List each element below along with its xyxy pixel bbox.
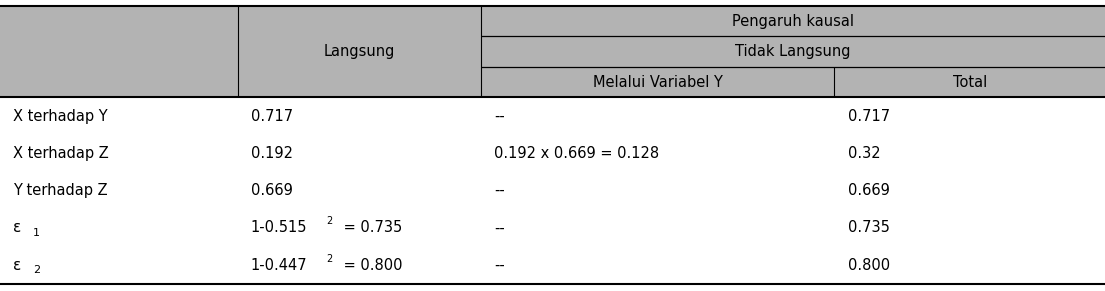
Text: 0.192 x 0.669 = 0.128: 0.192 x 0.669 = 0.128 [494, 146, 659, 161]
Text: Y terhadap Z: Y terhadap Z [13, 183, 108, 198]
Text: ε: ε [13, 258, 21, 273]
Bar [481, 36, 1105, 67]
Text: = 0.800: = 0.800 [339, 258, 402, 273]
Text: Melalui Variabel Y: Melalui Variabel Y [592, 75, 723, 90]
Text: 0.669: 0.669 [848, 183, 890, 198]
Text: Tidak Langsung: Tidak Langsung [735, 44, 851, 59]
Bar [0, 97, 1105, 135]
Text: = 0.735: = 0.735 [339, 220, 402, 235]
Text: --: -- [494, 258, 505, 273]
Text: 1-0.447: 1-0.447 [251, 258, 307, 273]
Bar [0, 246, 1105, 284]
Text: 0.735: 0.735 [848, 220, 890, 235]
Text: 1: 1 [33, 228, 40, 238]
Text: Total: Total [953, 75, 987, 90]
Text: Langsung: Langsung [324, 44, 394, 59]
Text: 1-0.515: 1-0.515 [251, 220, 307, 235]
Text: X terhadap Z: X terhadap Z [13, 146, 109, 161]
Text: --: -- [494, 220, 505, 235]
Text: 2: 2 [326, 217, 333, 226]
Text: X terhadap Y: X terhadap Y [13, 109, 108, 124]
Bar [0, 172, 1105, 209]
Bar [0, 6, 238, 97]
Bar [0, 209, 1105, 246]
Text: 2: 2 [326, 254, 333, 264]
Text: --: -- [494, 109, 505, 124]
Bar [481, 6, 1105, 36]
Text: 0.717: 0.717 [848, 109, 890, 124]
Bar [834, 67, 1105, 97]
Text: ε: ε [13, 220, 21, 235]
Text: 0.669: 0.669 [251, 183, 293, 198]
Bar [238, 6, 481, 97]
Text: 0.192: 0.192 [251, 146, 293, 161]
Bar [481, 67, 834, 97]
Bar [0, 135, 1105, 172]
Text: Pengaruh kausal: Pengaruh kausal [732, 14, 854, 29]
Text: 2: 2 [33, 265, 40, 275]
Text: --: -- [494, 183, 505, 198]
Text: 0.800: 0.800 [848, 258, 890, 273]
Text: 0.32: 0.32 [848, 146, 881, 161]
Text: 0.717: 0.717 [251, 109, 293, 124]
